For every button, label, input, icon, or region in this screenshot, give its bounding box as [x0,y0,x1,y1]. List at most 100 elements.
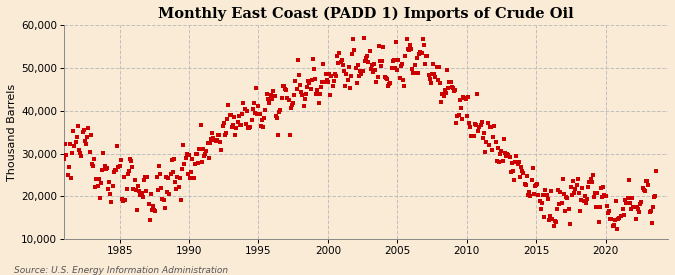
Point [59,156,70,161]
Point [291,86,302,91]
Point [563,207,574,211]
Point [286,106,296,111]
Point [341,72,352,76]
Point [178,143,188,147]
Point [443,86,454,91]
Point [317,80,327,84]
Point [423,73,434,77]
Point [227,123,238,127]
Point [145,192,156,197]
Point [83,126,94,130]
Point [247,106,258,111]
Point [362,54,373,58]
Point [538,193,549,197]
Point [531,183,541,187]
Point [512,161,523,166]
Point [577,186,588,191]
Point [253,104,264,108]
Point [647,221,657,225]
Point [520,183,531,187]
Point [637,186,648,190]
Point [497,159,508,163]
Point [546,189,557,194]
Point [69,144,80,148]
Point [647,205,658,210]
Point [429,72,439,76]
Point [545,213,556,218]
Point [485,125,496,129]
Point [490,139,501,144]
Point [639,189,650,193]
Point [133,184,144,189]
Point [196,160,207,165]
Point [504,155,515,159]
Point [276,96,287,100]
Point [456,106,466,110]
Point [407,67,418,72]
Point [607,224,618,228]
Point [269,94,280,98]
Point [320,72,331,77]
Point [296,89,306,94]
Point [266,93,277,97]
Point [334,51,345,56]
Point [148,204,159,208]
Point [376,64,387,68]
Point [169,180,180,184]
Point [489,123,500,128]
Point [310,77,321,81]
Point [642,179,653,183]
Point [535,207,546,211]
Point [141,189,152,194]
Point [480,150,491,154]
Point [410,71,421,75]
Point [401,37,412,41]
Point [240,122,251,126]
Point [595,205,605,209]
Point [441,68,452,72]
Point [60,141,71,146]
Point [431,65,442,70]
Point [371,79,382,84]
Point [626,207,637,211]
Point [206,137,217,142]
Point [277,84,288,89]
Point [496,149,507,153]
Point [592,191,603,196]
Point [479,131,489,136]
Point [231,126,242,131]
Point [271,114,281,118]
Point [498,137,509,141]
Point [380,75,391,80]
Point [396,62,407,66]
Point [459,96,470,101]
Point [571,183,582,188]
Point [304,81,315,85]
Point [218,121,229,125]
Point [300,92,311,96]
Point [137,195,148,199]
Point [104,180,115,185]
Point [352,80,362,85]
Point [485,125,495,130]
Point [493,146,504,150]
Point [299,97,310,102]
Point [344,65,354,69]
Point [550,219,561,224]
Point [500,151,510,155]
Point [347,52,358,57]
Point [597,195,608,199]
Point [185,176,196,181]
Point [265,97,275,101]
Point [558,176,568,181]
Point [88,157,99,161]
Point [263,101,274,105]
Point [628,205,639,210]
Point [130,188,141,192]
Point [404,43,415,47]
Point [375,59,385,63]
Point [427,72,437,77]
Point [416,50,427,55]
Point [91,176,102,181]
Point [261,92,272,96]
